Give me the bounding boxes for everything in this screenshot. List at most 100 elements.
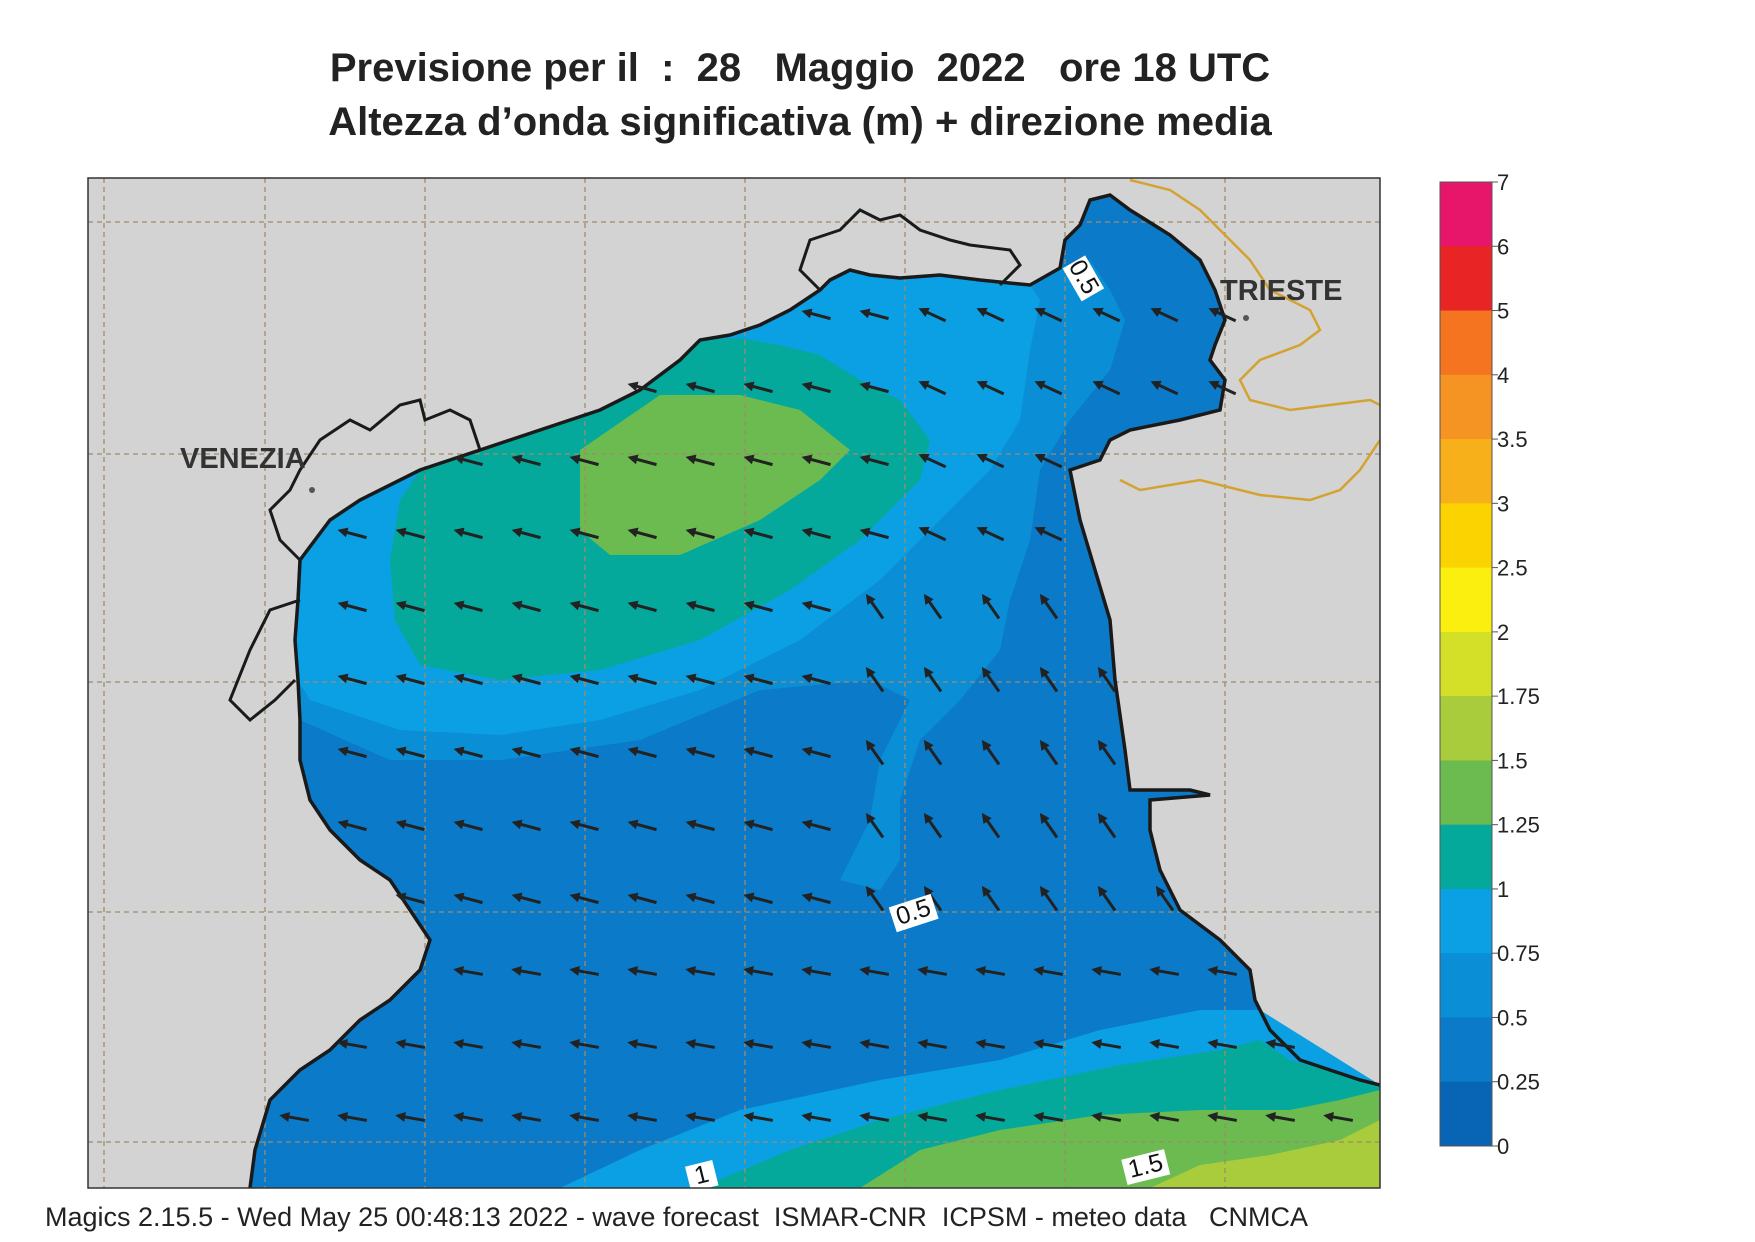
wave-direction-arrow [1091, 966, 1122, 976]
arrow-head [801, 454, 813, 465]
wave-direction-arrow [1208, 307, 1237, 323]
wave-direction-arrow [743, 527, 773, 540]
arrow-head [511, 1039, 522, 1049]
arrow-head [1034, 380, 1046, 390]
arrow-head [685, 892, 697, 903]
arrow-head [627, 1039, 638, 1049]
sea-band-south-15-175 [1150, 1120, 1380, 1188]
wave-direction-arrow [453, 454, 483, 467]
wave-direction-arrow [685, 966, 716, 976]
arrow-head [801, 746, 813, 757]
wave-direction-arrow [859, 1112, 890, 1122]
wave-direction-arrow [685, 381, 715, 394]
arrow-head [1149, 1039, 1160, 1049]
arrow-head [1091, 966, 1102, 976]
colorbar-swatch [1440, 374, 1492, 440]
arrow-head [511, 600, 523, 611]
wave-direction-arrow [685, 819, 715, 832]
lagoon-outline [268, 398, 482, 562]
wave-direction-arrow [865, 739, 885, 766]
wave-direction-arrow [801, 892, 831, 905]
arrow-head [743, 1039, 754, 1049]
arrow-head [1150, 380, 1162, 390]
arrow-head [511, 746, 523, 757]
colorbar-swatch [1440, 439, 1492, 504]
wave-direction-arrow [685, 600, 715, 613]
wave-direction-arrow [685, 892, 715, 905]
wave-direction-arrow [569, 966, 600, 976]
wave-direction-arrow [1034, 453, 1063, 469]
arrow-head [859, 454, 871, 465]
wave-direction-arrow [627, 1039, 658, 1049]
wave-direction-arrow [801, 673, 831, 686]
wave-direction-arrow [918, 307, 947, 323]
arrow-head [337, 819, 349, 830]
wave-direction-arrow [1207, 1039, 1238, 1049]
arrow-head [627, 381, 639, 392]
wave-direction-arrow [1033, 1039, 1064, 1049]
wave-direction-arrow [511, 1039, 542, 1049]
wave-direction-arrow [918, 453, 947, 469]
wave-direction-arrow [1092, 307, 1121, 323]
wave-direction-arrow [685, 746, 715, 759]
wave-direction-arrow [1039, 812, 1059, 839]
arrow-head [395, 819, 407, 830]
wave-direction-arrow [1039, 739, 1059, 766]
wave-direction-arrow [627, 381, 657, 394]
wave-direction-arrow [1155, 885, 1175, 912]
arrow-head [975, 1039, 986, 1049]
arrow-head [685, 673, 697, 684]
arrow-head [1208, 307, 1220, 317]
arrow-head [453, 746, 465, 757]
wave-direction-arrow [801, 527, 831, 540]
arrow-head [917, 966, 928, 976]
wave-direction-arrow [685, 527, 715, 540]
wave-direction-arrow [337, 673, 367, 686]
arrow-head [685, 1112, 696, 1122]
wave-direction-arrow [511, 454, 541, 467]
arrow-head [1323, 1112, 1334, 1122]
colorbar-label: 3 [1497, 491, 1509, 516]
wave-direction-arrow [453, 527, 483, 540]
wave-direction-arrow [395, 1039, 426, 1049]
wave-direction-arrow [1097, 812, 1117, 839]
arrow-head [1091, 1039, 1102, 1049]
arrow-head [743, 819, 755, 830]
arrow-head [976, 380, 988, 390]
colorbar-swatch [1440, 824, 1492, 890]
arrow-head [1039, 885, 1050, 897]
wave-direction-arrow [743, 966, 774, 976]
arrow-head [627, 454, 639, 465]
wave-direction-arrow [743, 746, 773, 759]
arrow-head [1097, 739, 1108, 751]
wave-direction-arrow [923, 666, 943, 693]
svg-text:1: 1 [691, 1160, 711, 1191]
colorbar-swatch [1440, 696, 1492, 761]
wave-direction-arrow [923, 812, 943, 839]
arrow-head [627, 819, 639, 830]
arrow-head [627, 966, 638, 976]
colorbar-label: 2 [1497, 620, 1509, 645]
wave-direction-arrow [743, 892, 773, 905]
wave-direction-arrow [1097, 739, 1117, 766]
wave-direction-arrow [1033, 1112, 1064, 1122]
arrow-head [337, 600, 349, 611]
wave-direction-arrow [918, 526, 947, 542]
wave-direction-arrow [279, 1112, 310, 1122]
wave-direction-arrow [627, 673, 657, 686]
wave-direction-arrow [395, 1112, 426, 1122]
arrow-head [1092, 380, 1104, 390]
wave-direction-arrow [569, 600, 599, 613]
arrow-head [923, 812, 934, 824]
colorbar-swatch [1440, 760, 1492, 826]
arrow-head [395, 892, 407, 903]
wave-direction-arrow [975, 1112, 1006, 1122]
arrow-head [685, 1039, 696, 1049]
wave-direction-arrow [453, 1039, 484, 1049]
arrow-head [917, 1112, 928, 1122]
wave-direction-arrow [453, 1112, 484, 1122]
colorbar-label: 0.5 [1497, 1005, 1528, 1030]
arrow-head [1149, 966, 1160, 976]
arrow-head [923, 593, 934, 605]
arrow-head [685, 746, 697, 757]
